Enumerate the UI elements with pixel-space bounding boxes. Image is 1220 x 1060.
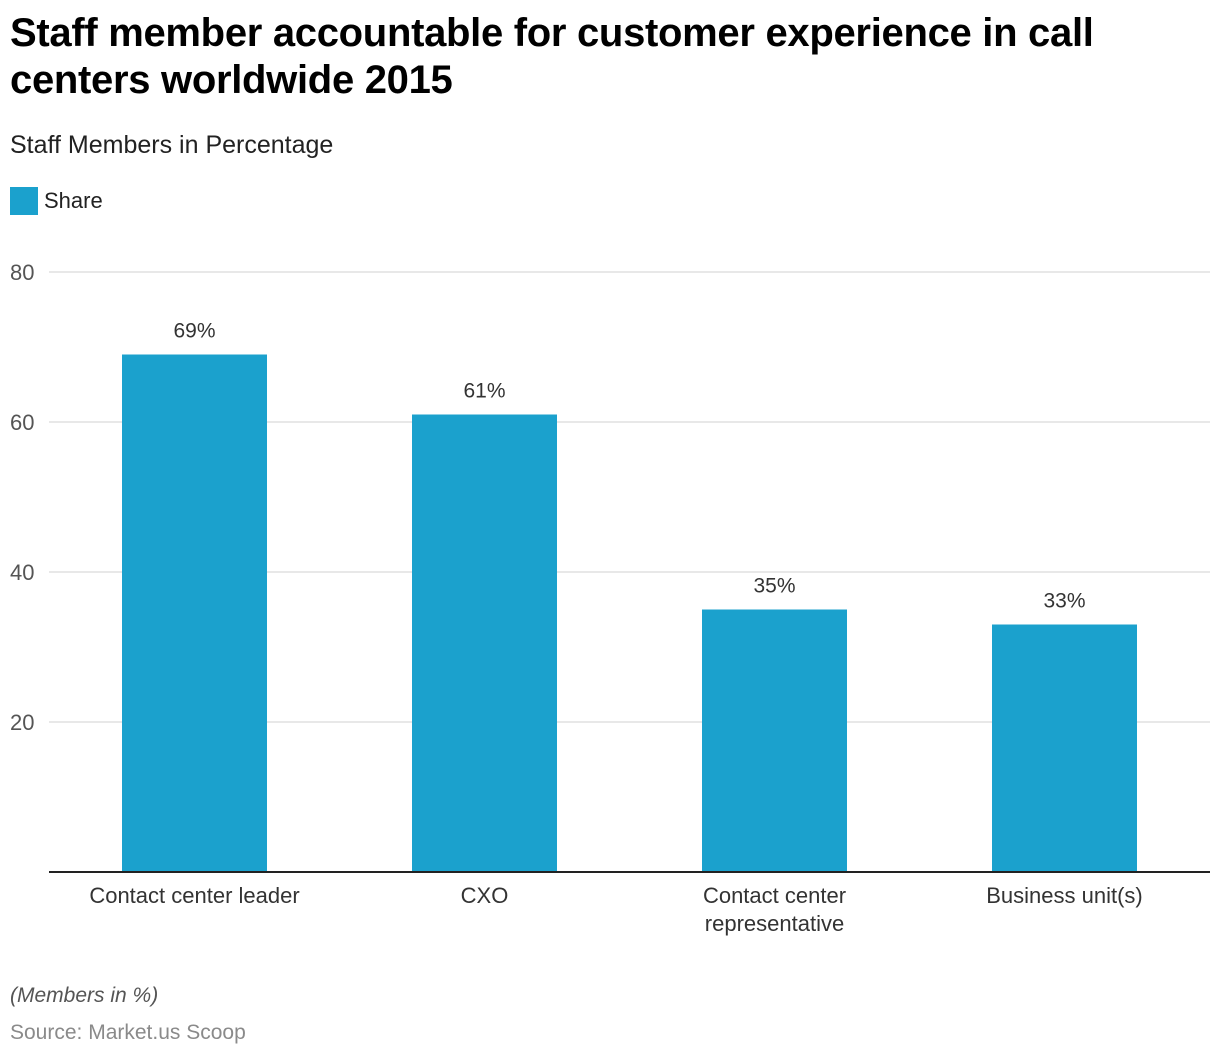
data-label: 69% [173,320,215,343]
bar [412,414,557,872]
x-tick-label: CXO [461,883,509,908]
bar [702,609,847,872]
bar [122,354,267,872]
y-tick-label: 80 [10,260,34,285]
x-tick-label: representative [705,911,844,936]
footnote: (Members in %) [10,984,159,1007]
y-tick-label: 20 [10,710,34,735]
legend-swatch-share [10,187,38,215]
legend: Share [10,187,103,215]
y-tick-label: 40 [10,560,34,585]
y-tick-label: 60 [10,410,34,435]
legend-label-share: Share [44,188,103,213]
data-label: 61% [463,380,505,403]
source-credit: Source: Market.us Scoop [10,1021,246,1044]
chart-subtitle: Staff Members in Percentage [10,131,334,159]
data-label: 35% [753,575,795,598]
x-tick-label: Contact center [703,883,846,908]
data-label: 33% [1043,590,1085,613]
x-tick-label: Business unit(s) [986,883,1143,908]
chart-title: Staff member accountable for customer ex… [10,11,1094,102]
bar [992,624,1137,872]
x-tick-label: Contact center leader [89,883,299,908]
